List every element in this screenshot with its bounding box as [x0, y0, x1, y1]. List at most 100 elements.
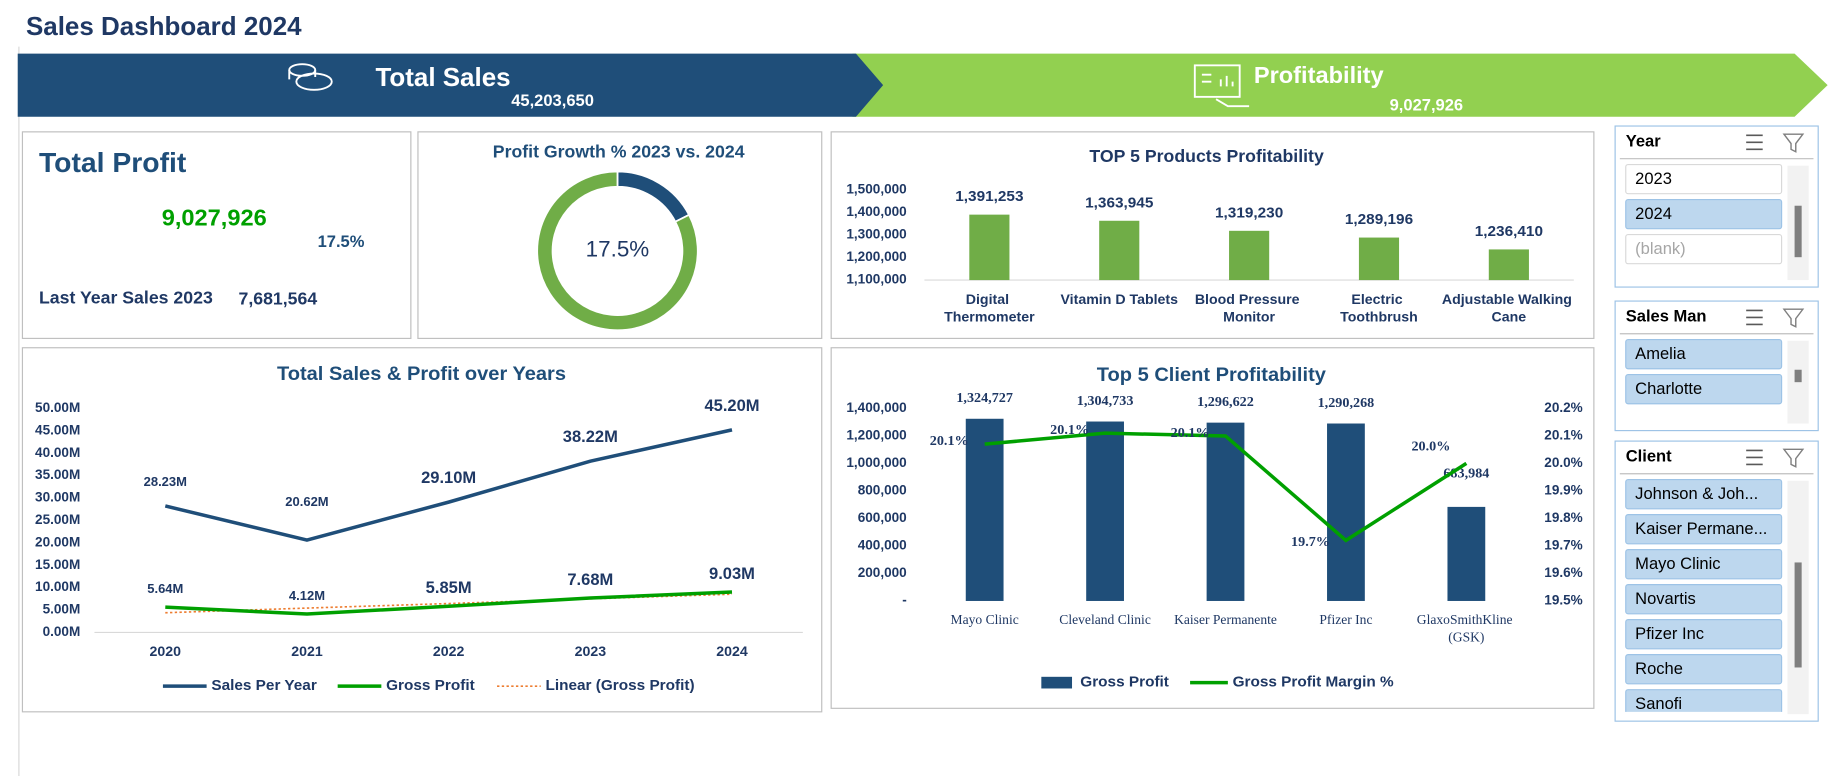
- x-tick-label: GlaxoSmithKline (GSK): [1417, 612, 1516, 644]
- multi-select-icon[interactable]: [1746, 309, 1763, 326]
- slicer-item[interactable]: [1625, 163, 1783, 195]
- x-tick-label: Cleveland Clinic: [1059, 612, 1151, 627]
- slicer-item[interactable]: [1625, 514, 1783, 545]
- slicer-item[interactable]: [1625, 549, 1783, 580]
- chart-title: Total Sales & Profit over Years: [277, 363, 566, 385]
- slicer-title: Client: [1626, 448, 1672, 466]
- slicer-items: Johnson & Joh... Kaiser Permane... Mayo Cl…: [1625, 479, 1783, 719]
- y-tick-label: 1,200,000: [846, 428, 906, 443]
- data-label: 20.1%: [1050, 422, 1089, 438]
- y-tick-label: 1,400,000: [846, 400, 906, 415]
- slicer-item-label: Amelia: [1635, 345, 1686, 363]
- slicer-item-label: Pfizer Inc: [1635, 625, 1704, 643]
- slicer-item[interactable]: [1625, 479, 1783, 510]
- banner-value: 45,203,650: [511, 92, 594, 110]
- slicer-item-label: Johnson & Joh...: [1635, 485, 1758, 503]
- slicer-item[interactable]: [1625, 619, 1783, 650]
- x-tick-label: Blood Pressure Monitor: [1195, 291, 1304, 324]
- y2-tick-label: 19.8%: [1544, 510, 1582, 525]
- data-label: 20.62M: [285, 494, 328, 509]
- bar: [969, 214, 1010, 281]
- legend-swatch: [1041, 676, 1073, 689]
- scroll-thumb: [1794, 205, 1802, 258]
- series-line: [164, 428, 733, 542]
- coins-icon: [288, 63, 333, 91]
- slicer-items: Amelia Charlotte: [1625, 338, 1783, 405]
- legend-label: Gross Profit: [1080, 674, 1169, 691]
- y-tick-label: 30.00M: [35, 490, 80, 505]
- sales-banner: [17, 53, 884, 117]
- slicer-items: 2023 2024 (blank): [1625, 163, 1783, 265]
- data-label: 28.23M: [144, 474, 187, 489]
- slicer-item[interactable]: [1625, 233, 1783, 265]
- y-tick-label: 25.00M: [35, 512, 80, 527]
- scroll-thumb: [1794, 369, 1802, 383]
- slicer-item-label: Kaiser Permane...: [1635, 520, 1767, 538]
- profit-banner: [852, 53, 1828, 117]
- bar: [965, 418, 1004, 601]
- y-tick-label: 15.00M: [35, 557, 80, 572]
- bar: [1206, 422, 1245, 601]
- y-tick-label: 400,000: [858, 538, 907, 553]
- bar: [1229, 230, 1270, 281]
- banner-label: Total Sales: [375, 64, 510, 92]
- data-label: 38.22M: [563, 428, 618, 446]
- x-tick-label: Pfizer Inc: [1319, 612, 1372, 627]
- kpi-label: Last Year Sales 2023: [39, 287, 213, 307]
- y-tick-label: 1,200,000: [846, 249, 906, 264]
- data-label: 5.85M: [426, 579, 472, 597]
- y2-tick-label: 20.2%: [1544, 400, 1582, 415]
- donut-center-label: 17.5%: [586, 237, 650, 262]
- slicer-item-label: Sanofi: [1635, 695, 1682, 713]
- y-tick-label: 20.00M: [35, 534, 80, 549]
- data-label: 1,289,196: [1345, 211, 1413, 228]
- slicer-item[interactable]: [1625, 373, 1783, 405]
- y-tick-label: 1,400,000: [846, 204, 906, 219]
- x-tick-label: 2023: [575, 643, 607, 659]
- data-label: 20.1%: [1171, 425, 1210, 441]
- kpi-value: 7,681,564: [238, 289, 317, 309]
- bar: [1488, 249, 1529, 281]
- y-tick-label: -: [902, 593, 907, 608]
- panel: [21, 347, 823, 713]
- kpi-growth: 17.5%: [318, 233, 365, 251]
- slicer-item[interactable]: [1625, 338, 1783, 370]
- y-tick-label: 40.00M: [35, 445, 80, 460]
- multi-select-icon[interactable]: [1746, 134, 1763, 151]
- legend-label: Linear (Gross Profit): [545, 677, 694, 694]
- data-label: 5.64M: [147, 581, 183, 596]
- data-label: 1,324,727: [956, 390, 1013, 406]
- slicer-title: Sales Man: [1626, 308, 1707, 326]
- x-tick-label: Digital Thermometer: [944, 291, 1035, 324]
- legend-label: Gross Profit: [386, 677, 475, 694]
- invoice-icon: [1193, 64, 1250, 108]
- slicer-item[interactable]: [1625, 584, 1783, 615]
- legend-label: Sales Per Year: [211, 677, 317, 694]
- multi-select-icon[interactable]: [1746, 449, 1763, 466]
- clear-filter-icon[interactable]: [1782, 448, 1805, 468]
- x-tick-label: Vitamin D Tablets: [1060, 291, 1178, 307]
- slicer-item-label: Roche: [1635, 660, 1683, 678]
- panel: [21, 131, 412, 339]
- y2-tick-label: 19.5%: [1544, 593, 1582, 608]
- data-label: 1,391,253: [955, 188, 1023, 205]
- clear-filter-icon[interactable]: [1782, 308, 1805, 328]
- data-label: 1,290,268: [1318, 395, 1375, 411]
- data-label: 29.10M: [421, 469, 476, 487]
- y-tick-label: 1,300,000: [846, 227, 906, 242]
- clear-filter-icon[interactable]: [1782, 133, 1805, 153]
- legend-label: Gross Profit Margin %: [1233, 674, 1395, 691]
- panel: [830, 131, 1595, 339]
- slicer-item[interactable]: [1625, 198, 1783, 230]
- slicer-item[interactable]: [1625, 654, 1783, 685]
- chart-title: TOP 5 Products Profitability: [1089, 146, 1324, 166]
- slicer-item[interactable]: [1625, 689, 1783, 719]
- y2-tick-label: 20.0%: [1544, 455, 1582, 470]
- slicer-item-label: Mayo Clinic: [1635, 555, 1720, 573]
- y2-tick-label: 19.7%: [1544, 538, 1582, 553]
- chart-title: Profit Growth % 2023 vs. 2024: [493, 142, 745, 162]
- donut-slice: [536, 170, 699, 332]
- x-tick-label: 2024: [716, 643, 748, 659]
- data-label: 20.1%: [930, 433, 969, 449]
- banner-value: 9,027,926: [1390, 97, 1463, 115]
